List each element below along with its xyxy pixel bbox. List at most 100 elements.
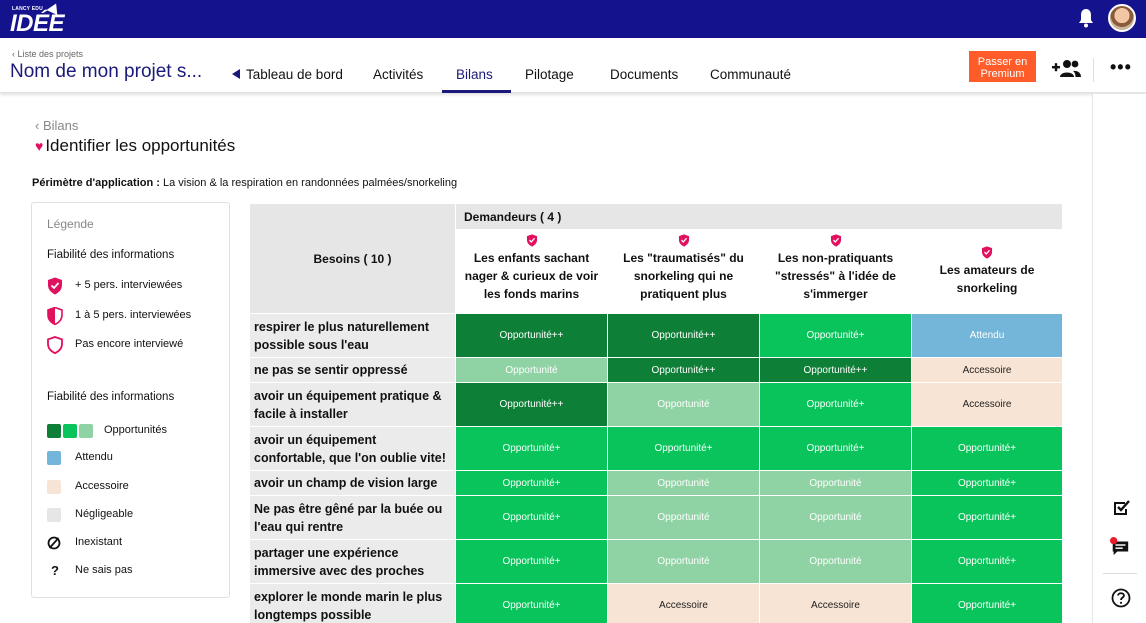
legend-panel: Légende Fiabilité des informations + 5 p… [31,202,230,598]
table-cell[interactable]: Accessoire [910,357,1064,383]
table-cell[interactable]: Accessoire [607,583,760,623]
shield-outline-icon [47,336,63,354]
tab-documents[interactable]: Documents [610,67,679,82]
table-cell[interactable]: Opportunité+ [455,495,608,540]
need-label: partager une expérience immersive avec d… [249,539,456,584]
page-title: ♥ Identifier les opportunités [35,136,235,156]
scope-label: Périmètre d'application : [32,177,160,189]
segment-label: Les amateurs de snorkeling [939,263,1035,295]
tab-activites[interactable]: Activités [373,67,424,82]
swatch-beige [47,480,61,494]
scope-value: La vision & la respiration en randonnées… [159,177,458,189]
table-cell[interactable]: Accessoire [759,583,912,623]
tab-pilotage[interactable]: Pilotage [525,67,574,82]
app-logo[interactable]: LANCY EDU IDÉE [10,0,70,37]
table-cell[interactable]: Opportunité++ [455,313,608,358]
table-cell[interactable]: Opportunité [607,539,760,584]
legend-section-reliability-2: Fiabilité des informations [47,391,175,403]
breadcrumb-bilans[interactable]: ‹ Bilans [35,118,79,133]
table-cell[interactable]: Attendu [910,313,1064,358]
swatch-dark-green [47,424,61,438]
segment-header: Les "traumatisés" du snorkeling qui ne p… [607,229,760,314]
table-cell[interactable]: Opportunité+ [910,583,1064,623]
checklist-icon[interactable] [1111,498,1131,518]
notification-bell-icon[interactable] [1078,8,1094,28]
legend-label: Pas encore interviewé [75,338,184,350]
table-cell[interactable]: Opportunité+ [910,426,1064,471]
legend-label: Attendu [75,451,113,463]
legend-label: Inexistant [75,536,123,548]
table-row: respirer le plus naturellement possible … [249,313,1064,358]
project-header: ‹ Liste des projets Nom de mon projet s.… [0,38,1146,93]
legend-label: Accessoire [75,480,129,492]
table-cell[interactable]: Opportunité+ [910,470,1064,496]
table-cell[interactable]: Opportunité+ [910,539,1064,584]
table-cell[interactable]: Opportunité+ [455,470,608,496]
table-cell[interactable]: Opportunité++ [607,357,760,383]
table-cell[interactable]: Opportunité++ [455,382,608,427]
table-cell[interactable]: Opportunité+ [607,426,760,471]
table-cell[interactable]: Accessoire [910,382,1064,427]
project-name: Nom de mon projet s... [10,61,203,82]
rail-divider [1103,573,1137,574]
need-label: avoir un champ de vision large [249,470,456,496]
table-cell[interactable]: Opportunité [607,382,760,427]
table-cell[interactable]: Opportunité+ [759,382,912,427]
table-cell[interactable]: Opportunité [455,357,608,383]
chat-notification-icon[interactable] [1110,537,1130,557]
table-cell[interactable]: Opportunité [607,470,760,496]
active-tab-indicator [442,90,511,93]
table-row: avoir un équipement pratique & facile à … [249,382,1064,427]
need-label: explorer le monde marin le plus longtemp… [249,583,456,623]
back-arrow-icon [232,69,240,79]
legend-item-opportunites: Opportunités [47,422,217,440]
logo-text: IDÉE [10,10,65,37]
need-label: ne pas se sentir oppressé [249,357,456,383]
header-divider [1093,58,1094,82]
shield-check-icon [981,246,993,259]
need-label: Ne pas être gêné par la buée ou l'eau qu… [249,495,456,540]
table-cell[interactable]: Opportunité+ [759,426,912,471]
legend-label: 1 à 5 pers. interviewées [75,309,192,321]
legend-label: Ne sais pas [75,564,133,576]
table-cell[interactable]: Opportunité++ [759,357,912,383]
table-cell[interactable]: Opportunité+ [910,495,1064,540]
table-cell[interactable]: Opportunité++ [607,313,760,358]
shield-half-icon [47,307,63,325]
tab-communaute[interactable]: Communauté [710,67,792,82]
besoins-header-label: Besoins ( 10 ) [313,251,392,266]
table-cell[interactable]: Opportunité+ [455,426,608,471]
table-cell[interactable]: Opportunité+ [455,539,608,584]
more-menu-button[interactable]: ••• [1110,57,1132,77]
legend-section-reliability: Fiabilité des informations [47,249,175,261]
table-cell[interactable]: Opportunité [759,495,912,540]
add-user-icon[interactable] [1052,58,1082,78]
premium-button[interactable]: Passer en Premium [969,51,1036,82]
demandeurs-header: Demandeurs ( 4 ) [454,203,1064,230]
table-row: avoir un champ de vision large Opportuni… [249,470,1064,496]
page-title-text: Identifier les opportunités [45,136,236,155]
swatch-blue [47,451,61,465]
help-icon[interactable] [1111,588,1131,608]
scope-line: Périmètre d'application : La vision & la… [32,177,457,189]
swatch-grey [47,508,61,522]
legend-title: Légende [47,217,94,231]
table-cell[interactable]: Opportunité [607,495,760,540]
table-row: avoir un équipement confortable, que l'o… [249,426,1064,471]
table-cell[interactable]: Opportunité [759,470,912,496]
table-cell[interactable]: Opportunité [759,539,912,584]
logo-small-text: LANCY EDU [12,6,43,12]
tab-bilans[interactable]: Bilans [456,67,493,82]
legend-label: + 5 pers. interviewées [75,279,183,291]
table-cell[interactable]: Opportunité+ [759,313,912,358]
need-label: avoir un équipement pratique & facile à … [249,382,456,427]
segment-header: Les non-pratiquants "stressés" à l'idée … [759,229,912,314]
user-avatar[interactable] [1108,4,1136,32]
back-to-projects-link[interactable]: ‹ Liste des projets [12,49,84,59]
swatch-mid-green [63,424,77,438]
tab-tableau-de-bord[interactable]: Tableau de bord [232,67,343,82]
segment-label: Les non-pratiquants "stressés" à l'idée … [775,251,896,301]
table-cell[interactable]: Opportunité+ [455,583,608,623]
question-mark-icon: ? [51,563,59,578]
legend-label: Opportunités [104,424,167,436]
